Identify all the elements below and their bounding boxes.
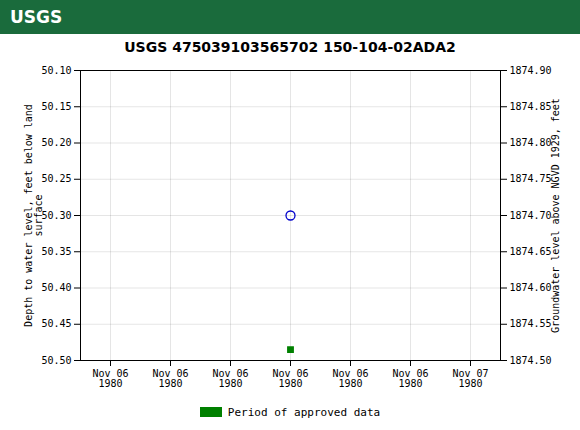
svg-text:Nov 061980: Nov 061980 bbox=[212, 368, 248, 389]
html-text:Period of approved data: Period of approved data bbox=[227, 405, 381, 419]
svg-text:50.25: 50.25 bbox=[41, 173, 71, 184]
svg-text:50.45: 50.45 bbox=[41, 318, 71, 329]
svg-text:1874.70: 1874.70 bbox=[510, 210, 552, 221]
svg-text:50.20: 50.20 bbox=[41, 137, 71, 148]
svg-text:1874.50: 1874.50 bbox=[510, 355, 552, 366]
svg-text:1874.75: 1874.75 bbox=[510, 173, 552, 184]
svg-text:Nov 061980: Nov 061980 bbox=[92, 368, 128, 389]
svg-text:1874.85: 1874.85 bbox=[510, 101, 552, 112]
svg-text:1874.60: 1874.60 bbox=[510, 282, 552, 293]
svg-text:50.50: 50.50 bbox=[41, 355, 71, 366]
svg-text:Nov 071980: Nov 071980 bbox=[452, 368, 488, 389]
svg-text:50.15: 50.15 bbox=[41, 101, 71, 112]
svg-text:Nov 061980: Nov 061980 bbox=[152, 368, 188, 389]
html-text:USGS: USGS bbox=[10, 7, 63, 27]
svg-text:50.10: 50.10 bbox=[41, 65, 71, 76]
svg-text:50.30: 50.30 bbox=[41, 210, 71, 221]
svg-text:1874.55: 1874.55 bbox=[510, 318, 552, 329]
svg-text:1874.65: 1874.65 bbox=[510, 246, 552, 257]
html-text:USGS 475039103565702 150-104-0: USGS 475039103565702 150-104-02ADA2 bbox=[124, 39, 456, 55]
svg-text:50.40: 50.40 bbox=[41, 282, 71, 293]
svg-text:1874.90: 1874.90 bbox=[510, 65, 552, 76]
svg-text:Groundwater level above NGVD 1: Groundwater level above NGVD 1929, feet bbox=[550, 98, 561, 333]
svg-text:Nov 061980: Nov 061980 bbox=[272, 368, 308, 389]
svg-text:Nov 061980: Nov 061980 bbox=[332, 368, 368, 389]
svg-text:1874.80: 1874.80 bbox=[510, 137, 552, 148]
svg-text:Nov 061980: Nov 061980 bbox=[392, 368, 428, 389]
svg-text:Depth to water level, feet bel: Depth to water level, feet below landsur… bbox=[23, 104, 44, 327]
svg-text:50.35: 50.35 bbox=[41, 246, 71, 257]
